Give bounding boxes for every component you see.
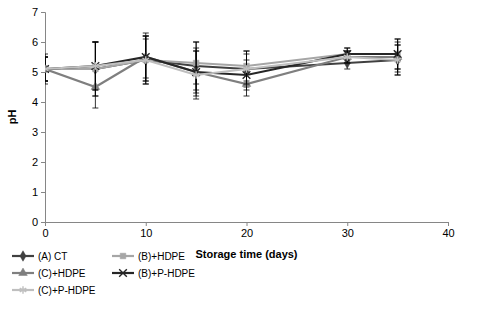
legend-marker	[119, 269, 127, 277]
series	[45, 36, 401, 99]
x-axis-title: Storage time (days)	[195, 248, 297, 260]
legend-marker	[20, 286, 27, 294]
marker	[142, 56, 149, 64]
tick: 0	[42, 222, 48, 239]
y-axis: 0 1 2 3 4 5 6 7	[32, 6, 46, 228]
tick: 4	[32, 96, 45, 108]
marker	[243, 65, 250, 73]
tick-label: 4	[32, 96, 38, 108]
tick: 6	[32, 36, 45, 48]
y-axis-title: pH	[6, 110, 18, 125]
marker	[45, 65, 48, 73]
tick-label: 10	[140, 227, 152, 239]
tick-label: 7	[32, 6, 38, 18]
marker	[92, 62, 99, 70]
series	[45, 36, 401, 96]
legend-label: (C)+P-HDPE	[38, 285, 96, 296]
tick: 10	[140, 222, 152, 239]
tick: 30	[342, 222, 354, 239]
tick: 1	[32, 186, 45, 198]
tick-label: 1	[32, 186, 38, 198]
tick: 0	[32, 216, 45, 228]
tick-mark	[41, 132, 45, 133]
tick: 7	[32, 6, 45, 18]
series-line	[45, 54, 398, 75]
legend-entry: (B)+HDPE	[112, 251, 185, 262]
tick: 3	[32, 126, 45, 138]
tick-mark	[41, 192, 45, 193]
tick-mark	[41, 12, 45, 13]
tick: 20	[241, 222, 253, 239]
legend-entry: (C)+HDPE	[12, 268, 86, 279]
tick-mark	[347, 222, 348, 226]
series	[45, 36, 401, 93]
marker	[344, 53, 351, 61]
data-area	[45, 33, 402, 108]
tick-label: 40	[442, 227, 454, 239]
tick-label: 30	[342, 227, 354, 239]
tick-mark	[41, 222, 45, 223]
tick: 40	[442, 222, 454, 239]
legend-label: (B)+P-HDPE	[138, 268, 195, 279]
marker	[394, 56, 401, 64]
legend-label: (C)+HDPE	[38, 268, 86, 279]
tick-mark	[448, 222, 449, 226]
series	[45, 33, 402, 108]
series-line	[45, 54, 398, 69]
legend-entry: (B)+P-HDPE	[112, 268, 195, 279]
axis-line	[46, 223, 449, 227]
tick: 2	[32, 156, 45, 168]
legend-entry: (C)+P-HDPE	[12, 285, 96, 296]
tick-mark	[41, 102, 45, 103]
tick-mark	[247, 222, 248, 226]
tick: 5	[32, 66, 45, 78]
legend-label: (A) CT	[38, 251, 67, 262]
series-line	[45, 57, 398, 75]
marker	[193, 71, 200, 79]
tick-label: 20	[241, 227, 253, 239]
tick-mark	[41, 162, 45, 163]
tick-mark	[41, 42, 45, 43]
tick-mark	[146, 222, 147, 226]
legend-entry: (A) CT	[12, 251, 67, 262]
chart: 0 10 20 30 40 0 1 2 3 4 5 6 7 Storage time (days) pH (A…	[0, 0, 480, 310]
tick-label: 3	[32, 126, 38, 138]
tick-label: 0	[32, 216, 38, 228]
series	[45, 39, 401, 96]
x-axis: 0 10 20 30 40	[42, 222, 454, 239]
tick-mark	[41, 72, 45, 73]
series-line	[45, 57, 398, 87]
axis-line	[41, 13, 46, 223]
tick-label: 0	[42, 227, 48, 239]
legend-marker	[20, 251, 26, 262]
tick-label: 2	[32, 156, 38, 168]
legend-label: (B)+HDPE	[138, 251, 185, 262]
tick-label: 5	[32, 66, 38, 78]
plot: 0 10 20 30 40 0 1 2 3 4 5 6 7	[32, 6, 455, 239]
legend: (A) CT (B)+HDPE (C)+HDPE (B)+P-HDPE (C)+P-HD…	[12, 251, 195, 296]
legend-marker	[19, 268, 28, 275]
legend-marker	[120, 253, 126, 259]
tick-label: 6	[32, 36, 38, 48]
